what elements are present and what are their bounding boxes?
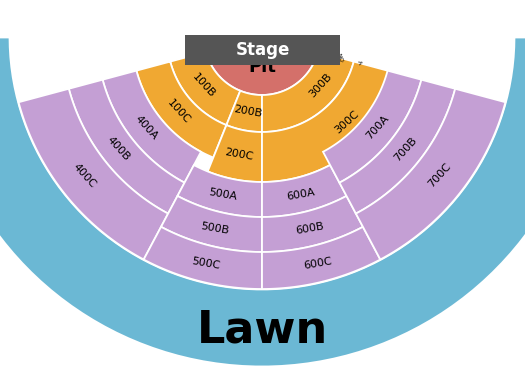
Text: 200B: 200B xyxy=(233,104,262,119)
Polygon shape xyxy=(262,62,402,182)
Polygon shape xyxy=(144,227,262,289)
Text: 400C: 400C xyxy=(71,161,98,189)
Polygon shape xyxy=(262,196,363,252)
Text: 200C: 200C xyxy=(224,147,254,162)
Text: 500C: 500C xyxy=(191,256,220,271)
Text: 700C: 700C xyxy=(426,161,453,189)
Text: 600B: 600B xyxy=(295,221,324,236)
Text: 100B: 100B xyxy=(191,72,217,100)
Text: 600C: 600C xyxy=(303,256,333,271)
Text: 500B: 500B xyxy=(200,221,229,236)
Polygon shape xyxy=(226,91,262,132)
Text: 600A: 600A xyxy=(286,187,316,202)
Polygon shape xyxy=(206,37,318,95)
Text: 700B: 700B xyxy=(392,135,419,163)
Text: Lawn: Lawn xyxy=(196,308,328,352)
Text: Pit: Pit xyxy=(248,58,276,76)
Text: 300B: 300B xyxy=(307,72,333,100)
Bar xyxy=(185,35,340,65)
Text: 400A: 400A xyxy=(133,114,160,142)
Polygon shape xyxy=(356,89,506,259)
Text: 100C: 100C xyxy=(165,98,192,126)
Text: 300C: 300C xyxy=(333,109,361,135)
Polygon shape xyxy=(177,165,262,217)
Text: A: A xyxy=(355,60,362,66)
Polygon shape xyxy=(262,165,347,217)
Text: 700A: 700A xyxy=(364,114,391,142)
Polygon shape xyxy=(170,52,240,125)
Polygon shape xyxy=(0,37,525,367)
Text: F: F xyxy=(318,50,326,56)
Polygon shape xyxy=(340,80,455,214)
Polygon shape xyxy=(262,227,380,289)
Text: 500A: 500A xyxy=(208,187,238,202)
Polygon shape xyxy=(323,70,422,183)
Polygon shape xyxy=(102,70,201,183)
Polygon shape xyxy=(69,80,184,214)
Polygon shape xyxy=(161,196,262,252)
Text: NO: NO xyxy=(335,52,343,63)
Polygon shape xyxy=(18,89,168,259)
Polygon shape xyxy=(136,62,226,157)
Polygon shape xyxy=(208,125,262,182)
Text: Stage: Stage xyxy=(235,41,290,59)
Text: 400B: 400B xyxy=(105,135,132,163)
Polygon shape xyxy=(262,52,354,132)
